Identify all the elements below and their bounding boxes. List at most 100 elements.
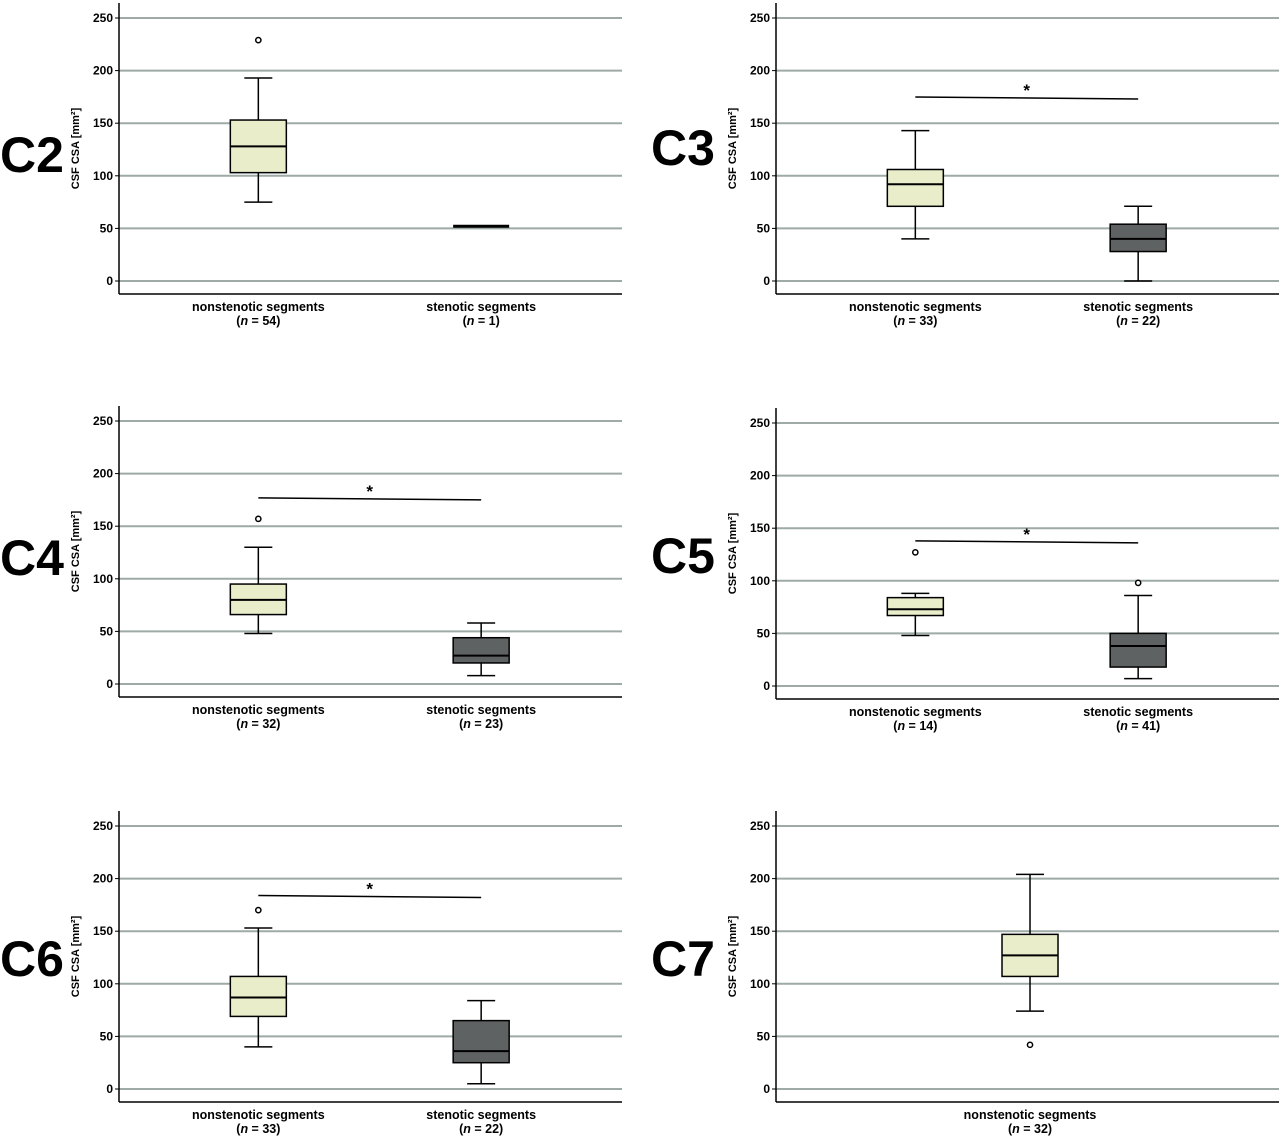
y-axis-label: CSF CSA [mm²]	[70, 510, 82, 592]
y-tick-label: 150	[750, 116, 770, 130]
y-tick-label: 50	[100, 624, 114, 638]
n-symbol: n	[463, 717, 471, 731]
y-tick-label: 250	[750, 819, 770, 833]
n-symbol: n	[240, 314, 248, 328]
y-tick-label: 200	[93, 64, 113, 78]
significance-star: *	[366, 879, 373, 898]
x-category-n-label: (n = 22)	[1116, 314, 1160, 328]
y-tick-label: 100	[93, 572, 113, 586]
y-tick-label: 150	[93, 116, 113, 130]
x-category-n-label: (n = 32)	[236, 717, 280, 731]
y-tick-label: 250	[750, 11, 770, 25]
y-tick-label: 0	[106, 1082, 113, 1096]
x-category-n-label: (n = 33)	[236, 1122, 280, 1136]
n-symbol: n	[897, 719, 905, 733]
n-paren-open: (	[893, 719, 898, 733]
n-paren-open: (	[459, 1122, 464, 1136]
box	[452, 1019, 510, 1064]
outlier-point	[1026, 1041, 1034, 1049]
box	[886, 168, 945, 208]
outlier-point	[254, 515, 262, 523]
n-value: = 14)	[905, 719, 937, 733]
y-tick-label: 250	[750, 416, 770, 430]
y-tick-label: 50	[757, 626, 771, 640]
box-group: nonstenotic segments(n = 32)	[964, 873, 1097, 1136]
box-group: nonstenotic segments(n = 14)	[849, 549, 982, 733]
x-category-label: stenotic segments	[1083, 300, 1193, 314]
significance-star: *	[1023, 81, 1030, 100]
y-tick-label: 250	[93, 414, 113, 428]
panel-c7: C7 0 50 100 150 200 250 CSF CSA [mm²] nonstenoti…	[651, 811, 1279, 1136]
x-category-n-label: (n = 23)	[459, 717, 503, 731]
x-category-n-label: (n = 41)	[1116, 719, 1160, 733]
x-category-label: nonstenotic segments	[964, 1108, 1097, 1122]
significance-line	[258, 894, 482, 899]
box	[1109, 632, 1167, 668]
outlier-point	[254, 906, 262, 914]
n-value: = 32)	[1020, 1122, 1052, 1136]
n-symbol: n	[463, 1122, 471, 1136]
box-group: stenotic segments(n = 22)	[1083, 205, 1193, 328]
y-tick-label: 0	[106, 274, 113, 288]
box-group: nonstenotic segments(n = 33)	[849, 129, 982, 328]
n-value: = 1)	[474, 314, 499, 328]
y-axis-label: CSF CSA [mm²]	[727, 915, 739, 997]
x-category-label: stenotic segments	[426, 703, 536, 717]
x-category-label: nonstenotic segments	[849, 300, 982, 314]
y-tick-label: 200	[93, 467, 113, 481]
y-tick-label: 100	[93, 169, 113, 183]
n-symbol: n	[1120, 314, 1128, 328]
y-tick-label: 100	[93, 977, 113, 991]
y-tick-label: 0	[106, 677, 113, 691]
y-tick-label: 150	[750, 924, 770, 938]
panel-label: C6	[0, 931, 64, 987]
y-tick-label: 250	[93, 819, 113, 833]
n-paren-open: (	[893, 314, 898, 328]
x-category-n-label: (n = 1)	[463, 314, 500, 328]
panel-label: C5	[651, 528, 715, 584]
x-category-label: stenotic segments	[426, 300, 536, 314]
panel-label: C7	[651, 931, 715, 987]
n-symbol: n	[467, 314, 475, 328]
outlier-point	[911, 549, 919, 556]
box-group: stenotic segments(n = 41)	[1083, 579, 1193, 733]
x-category-label: nonstenotic segments	[849, 705, 982, 719]
n-value: = 54)	[248, 314, 280, 328]
box	[886, 596, 945, 617]
x-category-n-label: (n = 54)	[236, 314, 280, 328]
y-tick-label: 200	[750, 64, 770, 78]
n-paren-open: (	[236, 1122, 241, 1136]
x-category-label: nonstenotic segments	[192, 300, 325, 314]
outlier-point	[254, 36, 262, 44]
n-paren-open: (	[463, 314, 468, 328]
panel-c4: C4 0 50 100 150 200 250 CSF CSA [mm²] nonstenoti…	[0, 406, 622, 731]
y-tick-label: 200	[750, 872, 770, 886]
n-paren-open: (	[1116, 314, 1121, 328]
box	[229, 975, 288, 1018]
n-paren-open: (	[459, 717, 464, 731]
panel-c5: C5 0 50 100 150 200 250 CSF CSA [mm²] nonstenoti…	[651, 408, 1279, 733]
y-tick-label: 100	[750, 977, 770, 991]
n-symbol: n	[240, 717, 248, 731]
n-paren-open: (	[1116, 719, 1121, 733]
y-axis-label: CSF CSA [mm²]	[727, 512, 739, 594]
box-group: nonstenotic segments(n = 33)	[192, 906, 325, 1136]
x-category-label: stenotic segments	[426, 1108, 536, 1122]
panel-label: C4	[0, 530, 64, 586]
n-symbol: n	[240, 1122, 248, 1136]
panel-label: C3	[651, 120, 715, 176]
y-tick-label: 150	[750, 521, 770, 535]
outlier-point	[1134, 579, 1142, 587]
n-symbol: n	[1012, 1122, 1020, 1136]
panel-label: C2	[0, 127, 64, 183]
x-category-label: stenotic segments	[1083, 705, 1193, 719]
panel-c3: C3 0 50 100 150 200 250 CSF CSA [mm²] nonstenoti…	[651, 3, 1279, 328]
significance-line	[258, 497, 482, 501]
n-paren-open: (	[236, 314, 241, 328]
n-paren-open: (	[236, 717, 241, 731]
y-tick-label: 150	[93, 519, 113, 533]
n-value: = 41)	[1128, 719, 1160, 733]
y-tick-label: 50	[100, 1029, 114, 1043]
y-tick-label: 100	[750, 169, 770, 183]
n-symbol: n	[1120, 719, 1128, 733]
